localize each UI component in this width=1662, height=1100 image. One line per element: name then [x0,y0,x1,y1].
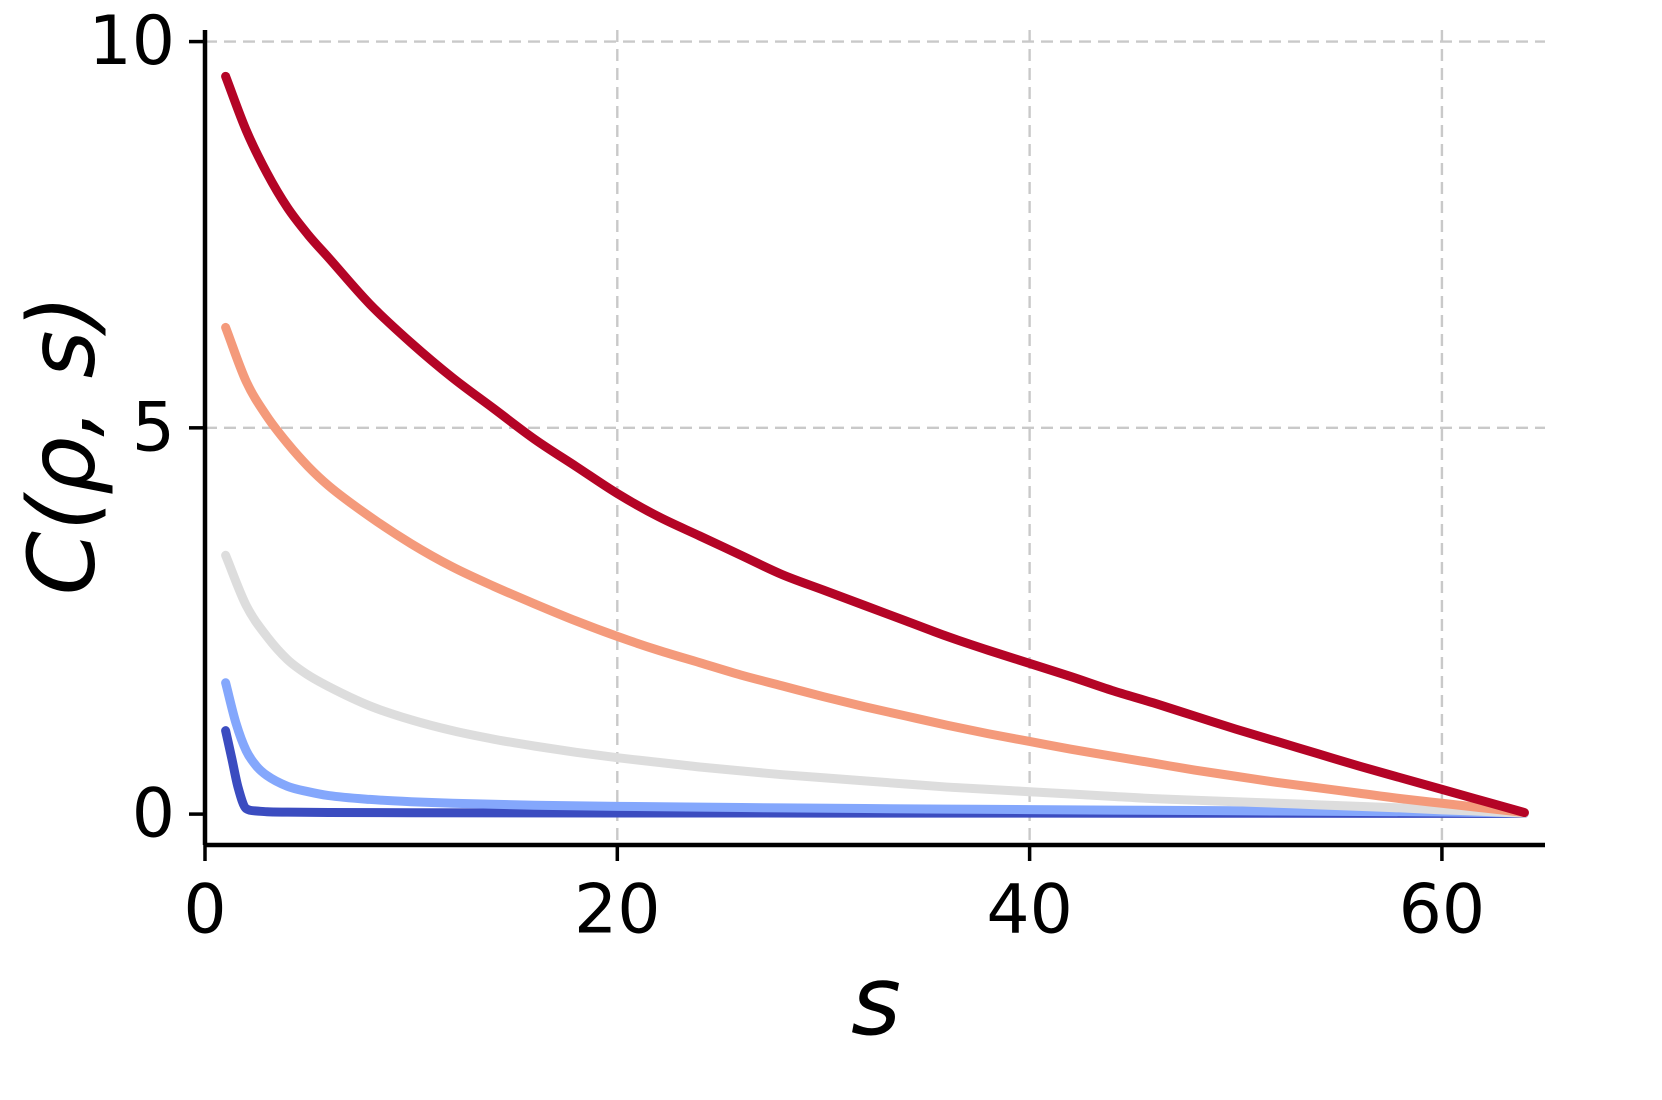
y-tick-label-5: 5 [132,388,175,467]
x-tick-label-20: 20 [574,871,661,950]
y-tick-label-0: 0 [132,775,175,854]
series-path-curve-salmon [221,322,1529,818]
y-tick-label-10: 10 [88,2,175,81]
x-axis-label: s [850,945,902,1057]
x-tick-label-40: 40 [986,871,1073,950]
x-tick-label-60: 60 [1399,871,1486,950]
series-path-curve-light-gray [221,550,1529,818]
series-path-curve-dark-red [221,71,1529,818]
series-path-curve-light-blue [221,678,1529,818]
x-tick-label-0: 0 [183,871,226,950]
y-axis-label: C(ρ, s) [8,294,116,596]
